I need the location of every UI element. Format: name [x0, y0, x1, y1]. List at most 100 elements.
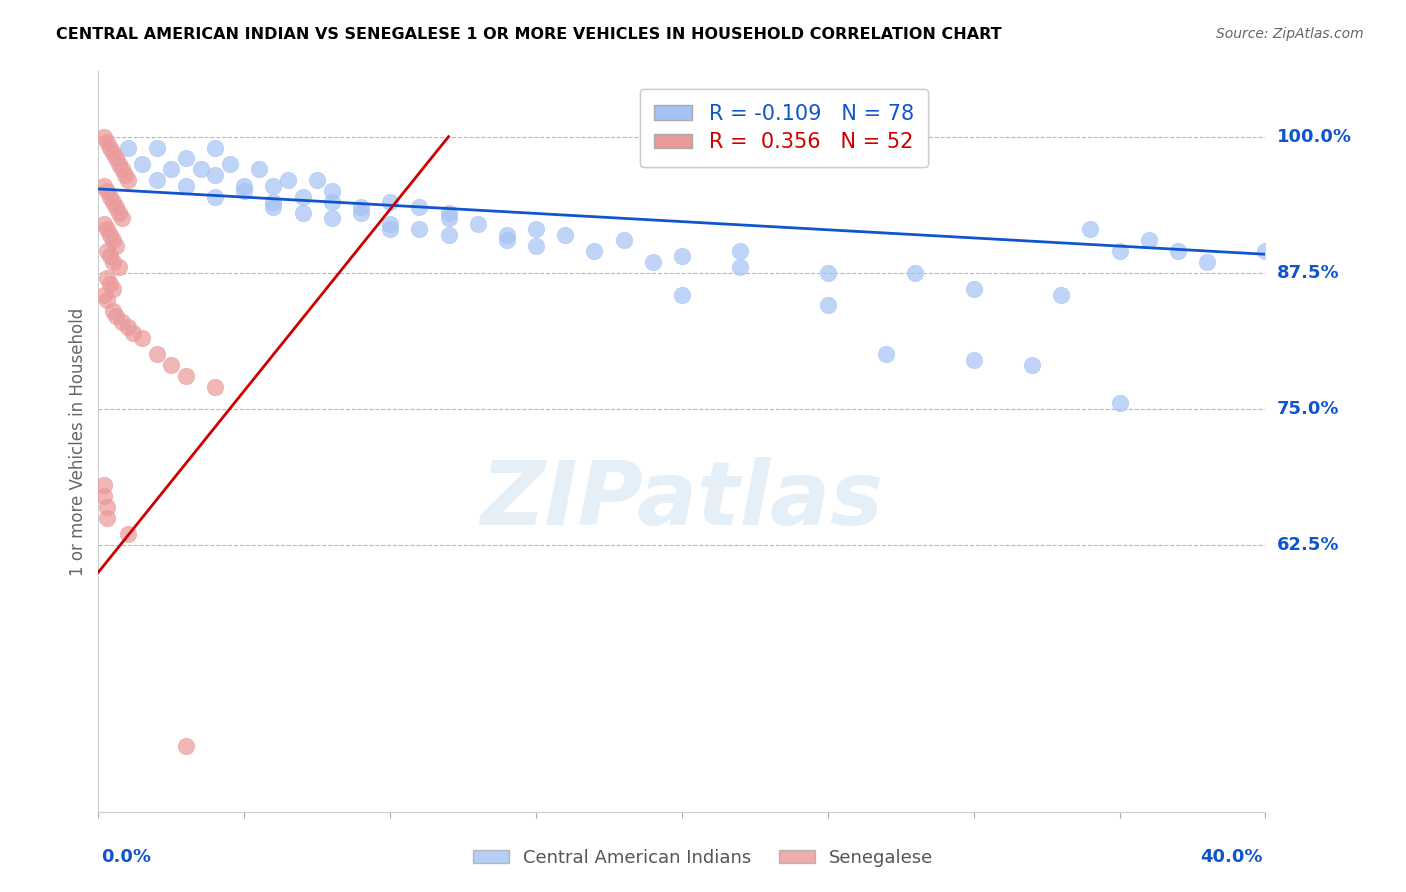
Point	[1254, 244, 1277, 258]
Point	[524, 238, 547, 252]
Point	[104, 152, 127, 166]
Point	[96, 510, 118, 524]
Point	[96, 271, 118, 285]
Text: Source: ZipAtlas.com: Source: ZipAtlas.com	[1216, 27, 1364, 41]
Point	[101, 255, 124, 269]
Text: 40.0%: 40.0%	[1201, 847, 1263, 866]
Legend: Central American Indians, Senegalese: Central American Indians, Senegalese	[465, 842, 941, 874]
Point	[146, 173, 169, 187]
Text: ZIPatlas: ZIPatlas	[481, 458, 883, 544]
Point	[117, 140, 139, 154]
Point	[104, 310, 127, 324]
Point	[174, 178, 197, 193]
Text: 62.5%: 62.5%	[1277, 536, 1339, 554]
Point	[612, 233, 634, 247]
Point	[262, 178, 284, 193]
Point	[160, 359, 183, 373]
Point	[583, 244, 606, 258]
Point	[98, 277, 121, 291]
Point	[101, 282, 124, 296]
Point	[101, 194, 124, 209]
Point	[730, 244, 752, 258]
Text: 75.0%: 75.0%	[1277, 400, 1339, 417]
Point	[174, 739, 197, 754]
Point	[1195, 255, 1218, 269]
Point	[117, 527, 139, 541]
Point	[904, 266, 927, 280]
Point	[101, 233, 124, 247]
Text: 0.0%: 0.0%	[101, 847, 152, 866]
Point	[408, 222, 430, 236]
Point	[114, 168, 136, 182]
Point	[218, 157, 240, 171]
Point	[875, 347, 897, 361]
Point	[104, 201, 127, 215]
Point	[730, 260, 752, 275]
Legend: R = -0.109   N = 78, R =  0.356   N = 52: R = -0.109 N = 78, R = 0.356 N = 52	[640, 89, 928, 167]
Point	[496, 227, 519, 242]
Point	[437, 227, 460, 242]
Point	[104, 238, 127, 252]
Point	[174, 369, 197, 384]
Point	[1050, 287, 1073, 301]
Point	[554, 227, 576, 242]
Point	[437, 211, 460, 226]
Point	[146, 140, 169, 154]
Point	[817, 266, 839, 280]
Point	[111, 211, 134, 226]
Point	[380, 222, 402, 236]
Point	[108, 206, 131, 220]
Point	[1108, 244, 1130, 258]
Point	[122, 326, 145, 340]
Point	[1108, 396, 1130, 410]
Point	[111, 162, 134, 177]
Point	[204, 168, 226, 182]
Point	[204, 380, 226, 394]
Point	[524, 222, 547, 236]
Point	[131, 331, 153, 345]
Text: 100.0%: 100.0%	[1277, 128, 1351, 145]
Point	[262, 201, 284, 215]
Point	[98, 250, 121, 264]
Point	[1137, 233, 1160, 247]
Point	[291, 189, 314, 203]
Point	[671, 250, 693, 264]
Point	[1021, 359, 1043, 373]
Point	[108, 157, 131, 171]
Point	[93, 178, 115, 193]
Point	[117, 320, 139, 334]
Point	[93, 478, 115, 492]
Point	[321, 194, 343, 209]
Point	[437, 206, 460, 220]
Point	[467, 217, 489, 231]
Point	[671, 287, 693, 301]
Point	[350, 206, 373, 220]
Point	[96, 184, 118, 198]
Text: 87.5%: 87.5%	[1277, 264, 1339, 282]
Point	[321, 184, 343, 198]
Point	[1167, 244, 1189, 258]
Point	[93, 287, 115, 301]
Point	[98, 189, 121, 203]
Point	[496, 233, 519, 247]
Point	[380, 194, 402, 209]
Point	[93, 217, 115, 231]
Text: CENTRAL AMERICAN INDIAN VS SENEGALESE 1 OR MORE VEHICLES IN HOUSEHOLD CORRELATIO: CENTRAL AMERICAN INDIAN VS SENEGALESE 1 …	[56, 27, 1002, 42]
Point	[174, 152, 197, 166]
Point	[93, 129, 115, 144]
Point	[98, 227, 121, 242]
Point	[131, 157, 153, 171]
Point	[262, 194, 284, 209]
Point	[204, 189, 226, 203]
Point	[817, 298, 839, 312]
Point	[98, 140, 121, 154]
Point	[641, 255, 664, 269]
Point	[111, 315, 134, 329]
Point	[96, 244, 118, 258]
Point	[93, 489, 115, 503]
Point	[101, 146, 124, 161]
Point	[291, 206, 314, 220]
Y-axis label: 1 or more Vehicles in Household: 1 or more Vehicles in Household	[69, 308, 87, 575]
Point	[96, 135, 118, 149]
Point	[307, 173, 329, 187]
